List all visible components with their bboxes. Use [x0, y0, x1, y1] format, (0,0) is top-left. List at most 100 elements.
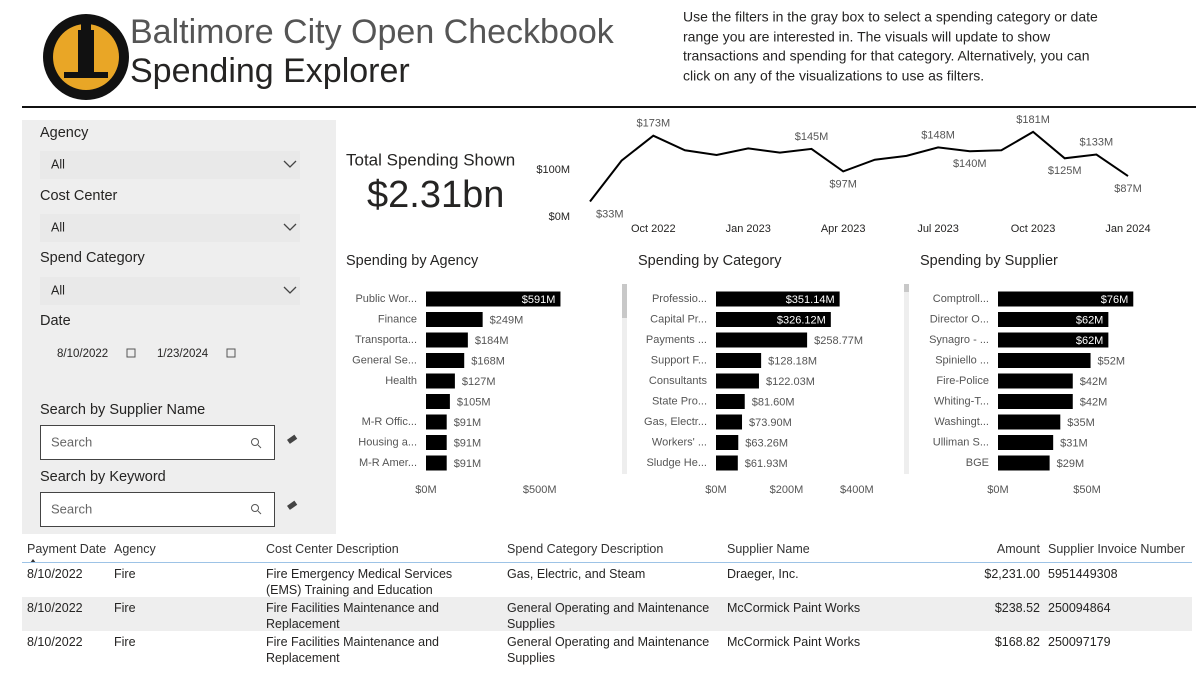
- table-row[interactable]: 8/10/2022 Fire Fire Emergency Medical Serv…: [22, 563, 1192, 597]
- table-cell: 8/10/2022: [27, 601, 83, 615]
- bar[interactable]: [426, 353, 465, 368]
- kpi-label: Total Spending Shown: [346, 150, 515, 169]
- x-tick-label: $500M: [523, 484, 557, 496]
- date-end[interactable]: 1/23/2024: [146, 342, 242, 366]
- dropdown[interactable]: All: [40, 277, 300, 305]
- category-label: General Se...: [352, 354, 417, 366]
- x-tick-label: $0M: [987, 484, 1008, 496]
- bar[interactable]: [716, 455, 738, 471]
- category-label: Transporta...: [355, 334, 417, 346]
- category-label: Washingt...: [934, 416, 989, 428]
- bar[interactable]: [426, 312, 483, 327]
- chart-title: Spending by Agency: [346, 253, 479, 269]
- scrollbar[interactable]: [622, 284, 627, 474]
- instructions: click on any of the visualizations to us…: [683, 68, 984, 84]
- table-cell: McCormick Paint Works: [727, 601, 861, 615]
- x-tick-label: Oct 2022: [631, 223, 676, 235]
- table-cell: 8/10/2022: [27, 567, 83, 581]
- bar[interactable]: [716, 353, 762, 368]
- bar[interactable]: [998, 373, 1073, 389]
- date-value: 1/23/2024: [157, 348, 209, 360]
- category-label: Spiniello ...: [935, 354, 989, 366]
- table-cell: Fire: [114, 635, 136, 649]
- bar[interactable]: [716, 435, 739, 450]
- data-label: $591M: [522, 294, 556, 306]
- bar[interactable]: [426, 414, 447, 430]
- bar[interactable]: [998, 455, 1050, 471]
- bar[interactable]: [716, 312, 831, 327]
- subtitle: Spending Explorer: [130, 52, 410, 90]
- dropdown-value: All: [51, 157, 65, 171]
- category-label: Capital Pr...: [650, 313, 707, 325]
- data-label: $76M: [1101, 294, 1129, 306]
- search-box[interactable]: Search: [40, 492, 275, 527]
- bar[interactable]: [716, 414, 743, 430]
- table-cell: Draeger, Inc.: [727, 567, 799, 581]
- bar[interactable]: [998, 394, 1073, 409]
- dropdown[interactable]: All: [40, 151, 300, 179]
- data-label: $61.93M: [745, 458, 788, 470]
- data-label: $52M: [1098, 355, 1126, 367]
- table-row[interactable]: 8/10/2022 Fire Fire Facilities Maintenance…: [22, 597, 1192, 631]
- chart-title: Spending by Category: [638, 253, 782, 269]
- category-label: Health: [385, 375, 417, 387]
- data-label: $122.03M: [766, 376, 815, 388]
- x-tick-label: $0M: [705, 484, 726, 496]
- bar[interactable]: [716, 394, 745, 409]
- x-tick-label: Jul 2023: [917, 223, 959, 235]
- filter-label: Date: [40, 313, 71, 329]
- scrollbar-thumb[interactable]: [904, 284, 909, 292]
- bar[interactable]: [426, 373, 455, 389]
- data-label: $42M: [1080, 396, 1108, 408]
- bar[interactable]: [998, 353, 1091, 368]
- table-cell: Fire Emergency Medical Services (EMS) Tr…: [266, 567, 453, 597]
- category-label: Consultants: [649, 375, 708, 387]
- title: Baltimore City Open Checkbook: [130, 13, 615, 51]
- scrollbar[interactable]: [904, 284, 909, 474]
- bar[interactable]: [426, 435, 447, 450]
- data-label: $127M: [462, 376, 496, 388]
- x-tick-label: Jan 2024: [1105, 223, 1150, 235]
- instructions: transactions and spending for that categ…: [683, 48, 1090, 64]
- clear-icon[interactable]: [287, 500, 298, 510]
- clear-icon[interactable]: [287, 434, 298, 444]
- bar[interactable]: [998, 312, 1109, 327]
- search-box[interactable]: Search: [40, 425, 275, 460]
- table-row[interactable]: 8/10/2022 Fire Fire Facilities Maintenance…: [22, 631, 1192, 665]
- dropdown[interactable]: All: [40, 214, 300, 242]
- date-start[interactable]: 8/10/2022: [46, 342, 142, 366]
- bar[interactable]: [426, 291, 561, 307]
- data-label: $128.18M: [768, 355, 817, 367]
- bar[interactable]: [716, 332, 808, 348]
- bar[interactable]: [998, 332, 1109, 348]
- category-label: BGE: [966, 457, 989, 469]
- bar[interactable]: [998, 435, 1054, 450]
- data-label: $140M: [953, 158, 987, 170]
- city-seal: [43, 14, 129, 100]
- category-label: Workers' ...: [652, 436, 707, 448]
- bar[interactable]: [426, 455, 447, 471]
- category-label: Public Wor...: [355, 293, 417, 305]
- filter-label: Cost Center: [40, 188, 118, 204]
- bar[interactable]: [426, 394, 450, 409]
- column-header: Spend Category Description: [507, 542, 664, 556]
- bar[interactable]: [998, 414, 1061, 430]
- category-label: Payments ...: [646, 334, 707, 346]
- scrollbar-thumb[interactable]: [622, 284, 627, 318]
- category-label: Housing a...: [358, 436, 417, 448]
- data-label: $87M: [1114, 183, 1142, 195]
- table-cell: 5951449308: [1048, 567, 1118, 581]
- data-label: $62M: [1076, 335, 1104, 347]
- data-label: $91M: [454, 417, 482, 429]
- category-label: Professio...: [652, 293, 707, 305]
- bar[interactable]: [716, 373, 759, 389]
- table-cell: $168.82: [994, 635, 1040, 649]
- instructions: Use the filters in the gray box to selec…: [683, 9, 1098, 25]
- data-label: $351.14M: [786, 294, 835, 306]
- bar[interactable]: [998, 291, 1134, 307]
- y-tick-label: $0M: [549, 211, 570, 223]
- filter-label: Search by Supplier Name: [40, 402, 205, 418]
- data-label: $31M: [1060, 437, 1088, 449]
- bar[interactable]: [426, 332, 468, 348]
- bar[interactable]: [716, 291, 840, 307]
